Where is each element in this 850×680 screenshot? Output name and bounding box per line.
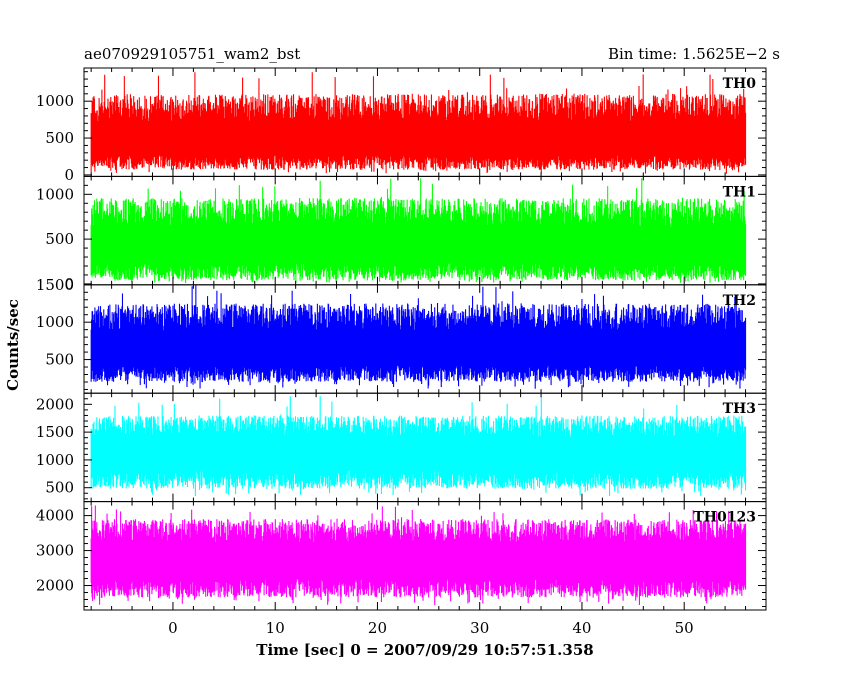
panel-label: TH2 [723, 293, 756, 309]
panel-label: TH3 [723, 401, 756, 417]
x-tick-label: 50 [675, 619, 694, 637]
y-tick-label: 500 [45, 351, 74, 369]
panel-label: TH1 [723, 184, 756, 200]
x-tick-label: 40 [572, 619, 591, 637]
y-tick-label: 1000 [36, 451, 74, 469]
y-tick-label: 1000 [36, 185, 74, 203]
x-axis: 0 10 20 30 40 50 [168, 619, 694, 637]
panel-label: TH0123 [693, 510, 756, 526]
x-axis-label: Time [sec] 0 = 2007/09/29 10:57:51.358 [256, 641, 593, 659]
chart-title-left: ae070929105751_wam2_bst [84, 45, 300, 63]
y-tick-label: 500 [45, 230, 74, 248]
x-tick-label: 30 [470, 619, 489, 637]
y-tick-label: 4000 [36, 507, 74, 525]
panels-layer: 0 500 1000 TH0 0 500 1000 TH1 500 1000 1500 TH2 500 1… [36, 67, 767, 611]
y-tick-label: 1500 [36, 423, 74, 441]
chart-title-right: Bin time: 1.5625E−2 s [608, 45, 780, 63]
panel-th0: 0 500 1000 TH0 [36, 67, 767, 184]
panel-th0123: 2000 3000 4000 TH0123 [36, 501, 767, 611]
x-tick-label: 0 [168, 619, 178, 637]
series-trace-th3 [90, 396, 747, 496]
y-tick-label: 2000 [36, 395, 74, 413]
y-tick-label: 500 [45, 129, 74, 147]
panel-label: TH0 [723, 76, 757, 92]
series-trace-th0123 [90, 505, 747, 606]
y-axis-label: Counts/sec [4, 299, 22, 391]
y-tick-label: 0 [64, 275, 74, 293]
y-tick-label: 3000 [36, 542, 74, 560]
y-tick-label: 1000 [36, 92, 74, 110]
y-tick-label: 2000 [36, 577, 74, 595]
panel-frame [83, 501, 767, 611]
x-tick-label: 20 [368, 619, 387, 637]
y-tick-label: 1000 [36, 313, 74, 331]
panel-th2: 500 1000 1500 TH2 [36, 276, 767, 394]
series-trace-th1 [90, 178, 747, 283]
panel-th3: 500 1000 1500 2000 TH3 [36, 392, 767, 503]
x-tick-label: 10 [266, 619, 285, 637]
y-tick-label: 500 [45, 479, 74, 497]
series-trace-th0 [90, 72, 747, 174]
series-trace-th2 [90, 285, 747, 389]
panel-th1: 0 500 1000 TH1 [36, 175, 767, 293]
y-tick-label: 0 [64, 166, 74, 184]
y-tick-label: 1500 [36, 276, 74, 294]
